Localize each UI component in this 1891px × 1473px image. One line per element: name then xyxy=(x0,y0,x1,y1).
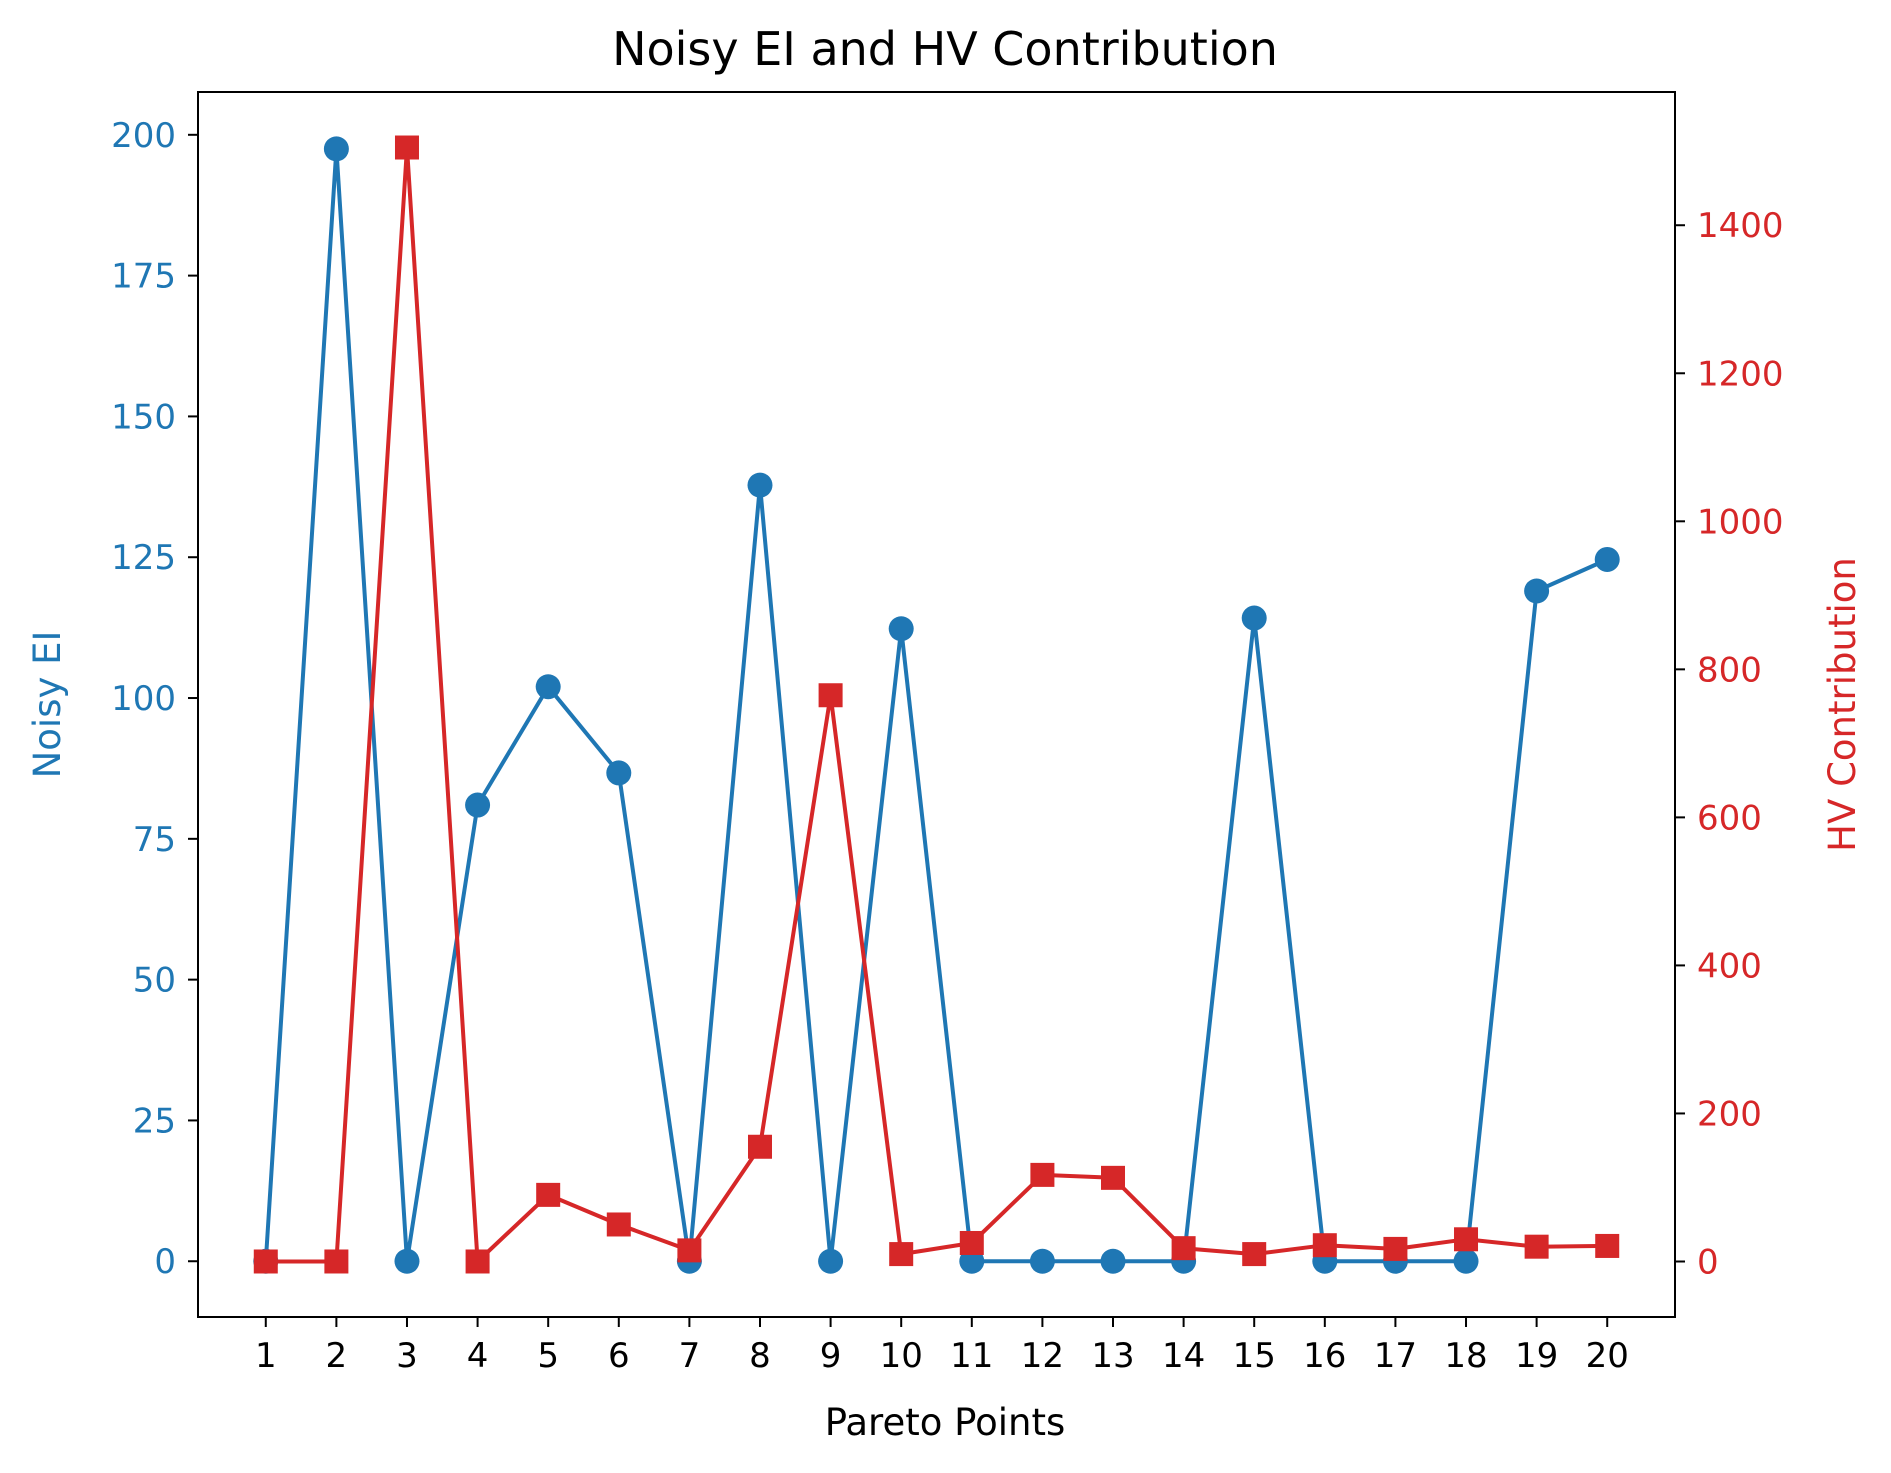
hv-contribution-marker-5 xyxy=(536,1182,561,1207)
right-y-tick-label-800: 800 xyxy=(1697,650,1762,690)
left-y-tick-label-75: 75 xyxy=(133,820,176,860)
hv-contribution-marker-14 xyxy=(1171,1236,1196,1261)
x-tick-label-1: 1 xyxy=(255,1336,277,1376)
x-tick-label-19: 19 xyxy=(1515,1336,1558,1376)
hv-contribution-marker-3 xyxy=(394,135,419,160)
x-tick-label-5: 5 xyxy=(537,1336,559,1376)
x-tick-label-3: 3 xyxy=(396,1336,418,1376)
hv-contribution-marker-16 xyxy=(1312,1233,1337,1258)
series-layer xyxy=(253,135,1620,1274)
left-y-tick-label-100: 100 xyxy=(111,679,176,719)
hv-contribution-marker-4 xyxy=(465,1249,490,1274)
noisy-ei-marker-3 xyxy=(394,1248,420,1274)
noisy-ei-marker-8 xyxy=(747,472,773,498)
hv-contribution-marker-11 xyxy=(959,1230,984,1255)
x-tick-label-13: 13 xyxy=(1091,1336,1134,1376)
axes-layer: 1 2 3 4 5 6 7 8 9 10 11 12 13 14 15 16 17 18 19 20025507510… xyxy=(111,91,1784,1376)
noisy-ei-marker-5 xyxy=(535,674,561,700)
x-tick-label-16: 16 xyxy=(1303,1336,1346,1376)
x-tick-label-10: 10 xyxy=(880,1336,923,1376)
hv-contribution-marker-20 xyxy=(1595,1233,1620,1258)
hv-contribution-marker-9 xyxy=(818,683,843,708)
right-y-tick-label-0: 0 xyxy=(1697,1242,1719,1282)
left-y-tick-label-125: 125 xyxy=(111,538,176,578)
hv-contribution-marker-13 xyxy=(1101,1165,1126,1190)
right-y-tick-label-1200: 1200 xyxy=(1697,354,1784,394)
left-y-tick-label-50: 50 xyxy=(133,961,176,1001)
plot-frame xyxy=(197,91,1676,1318)
hv-contribution-marker-19 xyxy=(1524,1234,1549,1259)
x-tick-label-11: 11 xyxy=(950,1336,993,1376)
right-y-tick-label-1000: 1000 xyxy=(1697,502,1784,542)
noisy-ei-marker-13 xyxy=(1100,1248,1126,1274)
hv-contribution-marker-7 xyxy=(677,1238,702,1263)
x-tick-label-4: 4 xyxy=(467,1336,489,1376)
noisy-ei-marker-10 xyxy=(888,616,914,642)
x-axis-title: Pareto Points xyxy=(825,1401,1066,1444)
x-tick-label-2: 2 xyxy=(326,1336,348,1376)
noisy-ei-marker-9 xyxy=(818,1248,844,1274)
noisy-ei-marker-4 xyxy=(465,792,491,818)
x-tick-label-9: 9 xyxy=(820,1336,842,1376)
x-tick-label-6: 6 xyxy=(608,1336,630,1376)
hv-contribution-marker-10 xyxy=(889,1242,914,1267)
hv-contribution-marker-8 xyxy=(747,1134,772,1159)
x-tick-label-15: 15 xyxy=(1233,1336,1276,1376)
left-y-tick-label-200: 200 xyxy=(111,116,176,156)
noisy-ei-marker-11 xyxy=(959,1248,985,1274)
right-y-tick-label-200: 200 xyxy=(1697,1094,1762,1134)
right-y-axis-title: HV Contribution xyxy=(1821,557,1864,852)
hv-contribution-marker-17 xyxy=(1383,1236,1408,1261)
hv-contribution-line xyxy=(265,145,1608,1264)
right-y-tick-label-600: 600 xyxy=(1697,798,1762,838)
noisy-ei-marker-6 xyxy=(606,760,632,786)
left-y-tick-label-175: 175 xyxy=(111,257,176,297)
noisy-ei-marker-18 xyxy=(1453,1248,1479,1274)
hv-contribution-marker-15 xyxy=(1242,1242,1267,1267)
noisy-ei-marker-20 xyxy=(1594,546,1620,572)
noisy-ei-marker-15 xyxy=(1241,605,1267,631)
hv-contribution-marker-6 xyxy=(606,1212,631,1237)
chart-title: Noisy EI and HV Contribution xyxy=(612,22,1278,76)
left-y-tick-label-25: 25 xyxy=(133,1101,176,1141)
hv-contribution-marker-2 xyxy=(324,1249,349,1274)
hv-contribution-marker-18 xyxy=(1454,1227,1479,1252)
left-y-tick-label-150: 150 xyxy=(111,397,176,437)
right-y-tick-label-1400: 1400 xyxy=(1697,206,1784,246)
x-tick-label-8: 8 xyxy=(749,1336,771,1376)
hv-contribution-marker-12 xyxy=(1030,1162,1055,1187)
x-tick-label-14: 14 xyxy=(1162,1336,1205,1376)
left-y-tick-label-0: 0 xyxy=(154,1242,176,1282)
noisy-ei-marker-12 xyxy=(1029,1248,1055,1274)
left-y-axis-title: Noisy EI xyxy=(26,631,69,779)
right-y-tick-label-400: 400 xyxy=(1697,946,1762,986)
x-tick-label-20: 20 xyxy=(1586,1336,1629,1376)
x-tick-label-17: 17 xyxy=(1374,1336,1417,1376)
noisy-ei-marker-2 xyxy=(323,136,349,162)
hv-contribution-marker-1 xyxy=(253,1249,278,1274)
noisy-ei-marker-19 xyxy=(1524,578,1550,604)
x-tick-label-7: 7 xyxy=(679,1336,701,1376)
x-tick-label-18: 18 xyxy=(1444,1336,1487,1376)
x-tick-label-12: 12 xyxy=(1021,1336,1064,1376)
